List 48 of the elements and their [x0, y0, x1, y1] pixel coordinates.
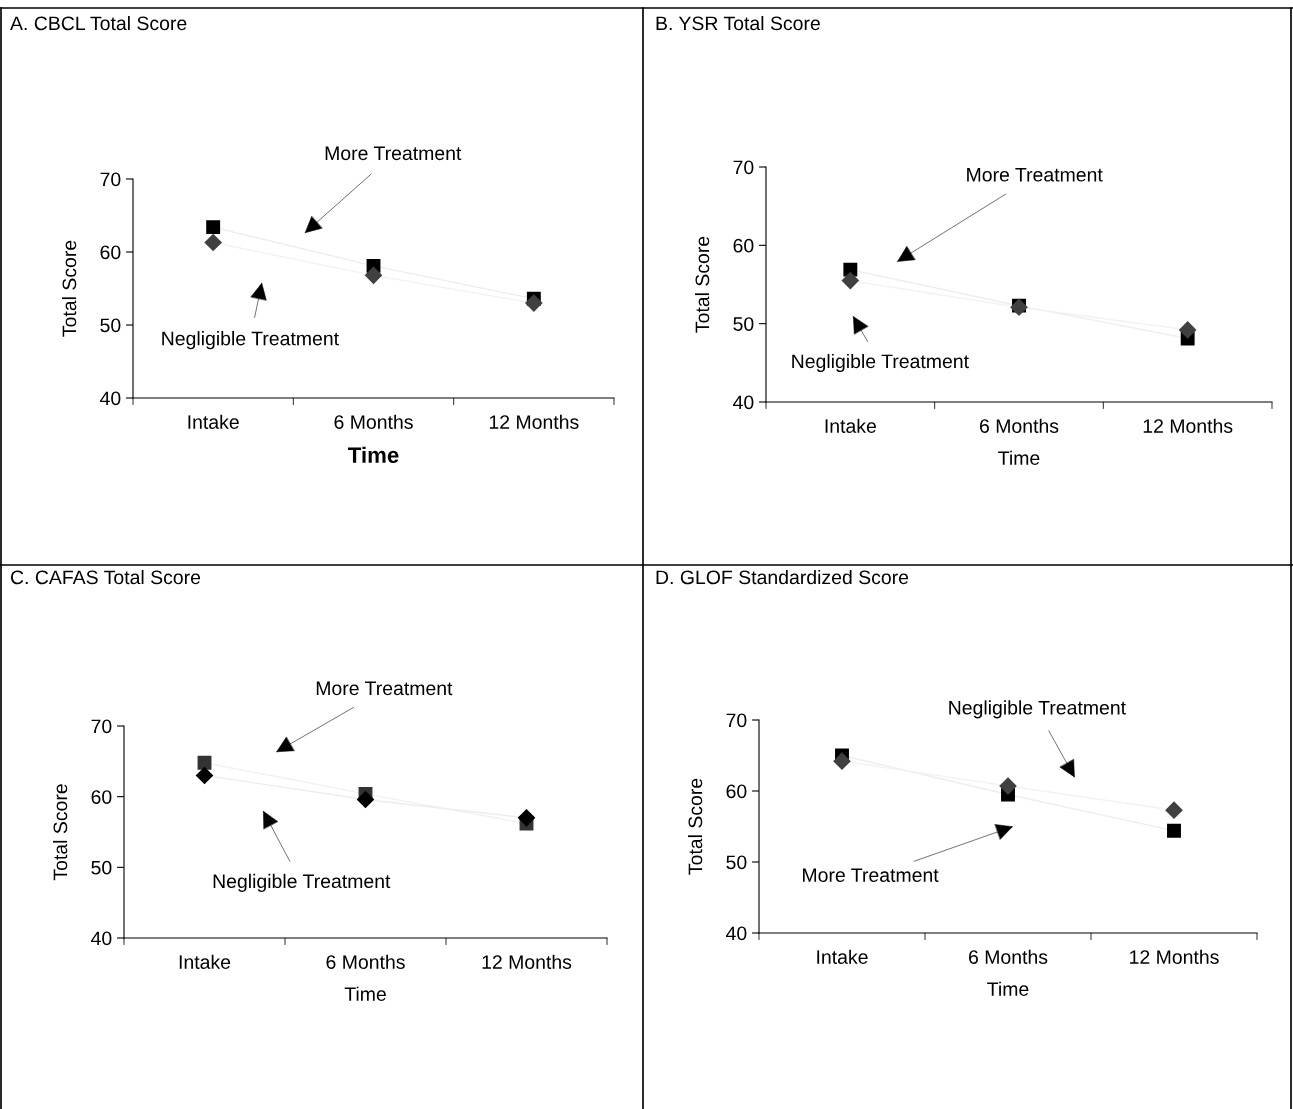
- y-tick-label: 70: [726, 713, 747, 728]
- y-tick-label: 60: [91, 790, 112, 804]
- x-tick-label: 6 Months: [969, 949, 1048, 964]
- y-tick-label: 50: [91, 860, 112, 875]
- annotation: More Treatment: [967, 168, 1103, 182]
- x-axis-title: Time: [987, 981, 1029, 996]
- x-tick-label: Intake: [188, 414, 239, 429]
- chart-title: D. GLOF Standardized Score: [656, 569, 909, 585]
- y-tick-label: 40: [726, 926, 747, 941]
- x-axis-title: Time: [344, 986, 386, 1001]
- x-tick-label: 6 Months: [980, 418, 1059, 433]
- y-tick-label: 50: [100, 318, 121, 333]
- y-axis-title: Total Score: [53, 784, 68, 881]
- x-axis-title: Time: [998, 450, 1040, 465]
- y-tick-label: 70: [733, 160, 754, 175]
- x-tick-label: 12 Months: [1130, 949, 1219, 964]
- text: More Treatment: [325, 146, 462, 161]
- x-tick-label: Intake: [179, 954, 231, 969]
- x-axis-title: Time: [348, 446, 399, 463]
- y-tick-label: 50: [726, 855, 747, 870]
- y-tick-label: 60: [733, 238, 754, 253]
- y-tick-label: 40: [100, 391, 121, 406]
- y-axis-title: Total Score: [695, 236, 710, 333]
- y-tick-label: 70: [91, 719, 112, 734]
- y-tick-label: 70: [100, 172, 121, 187]
- x-tick-label: 6 Months: [334, 414, 413, 429]
- x-tick-label: 6 Months: [326, 954, 405, 969]
- y-tick-label: 50: [733, 317, 754, 331]
- y-tick-label: 60: [726, 784, 747, 799]
- annotation: Negligible Treatment: [213, 873, 391, 892]
- text: More Treatment: [316, 681, 453, 696]
- chart-title: A. CBCL Total Score: [10, 15, 187, 31]
- x-tick-label: Intake: [825, 418, 876, 433]
- chart-title: B. YSR Total Score: [656, 15, 820, 31]
- y-tick-label: 40: [91, 931, 112, 946]
- annotation: Negligible Treatment: [792, 353, 969, 373]
- annotation: More Treatment: [803, 868, 939, 882]
- text: Negligible Treatment: [949, 700, 1126, 719]
- x-tick-label: 12 Months: [1143, 418, 1233, 433]
- x-tick-label: 12 Months: [482, 954, 572, 969]
- y-tick-label: 60: [100, 245, 121, 260]
- x-tick-label: 12 Months: [489, 414, 579, 429]
- annotation: Negligible Treatment: [162, 331, 339, 350]
- y-tick-label: 40: [733, 395, 754, 410]
- y-axis-title: Total Score: [62, 240, 77, 337]
- chart-title: C. CAFAS Total Score: [10, 569, 201, 585]
- y-axis-title: Total Score: [688, 778, 703, 875]
- x-tick-label: Intake: [817, 949, 868, 964]
